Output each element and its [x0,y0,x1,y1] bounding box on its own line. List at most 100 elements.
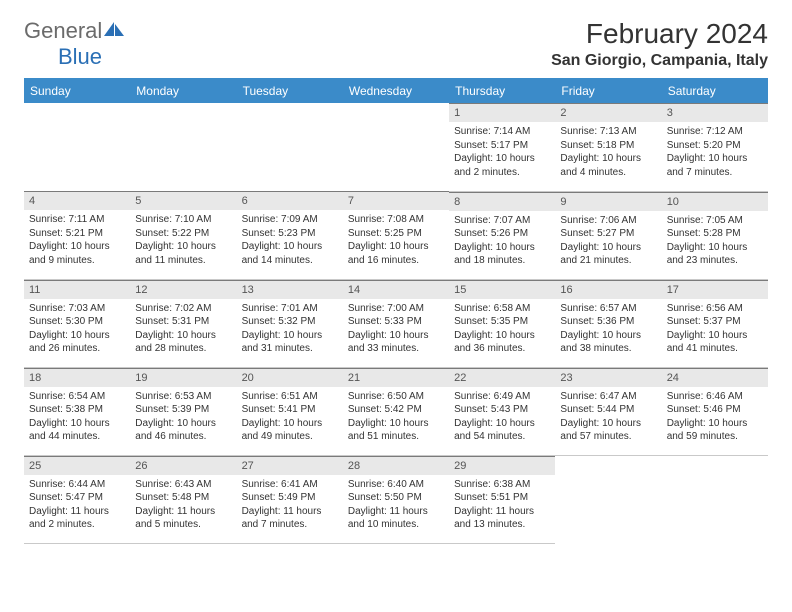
calendar-table: SundayMondayTuesdayWednesdayThursdayFrid… [24,78,768,544]
day-number: 29 [449,456,555,475]
day-number: 19 [130,368,236,387]
sunset-text: Sunset: 5:28 PM [667,227,763,241]
sunset-text: Sunset: 5:23 PM [242,227,338,241]
day-number: 24 [662,368,768,387]
day-details: Sunrise: 6:50 AMSunset: 5:42 PMDaylight:… [343,387,449,449]
calendar-cell: 29Sunrise: 6:38 AMSunset: 5:51 PMDayligh… [449,455,555,543]
sunset-text: Sunset: 5:39 PM [135,403,231,417]
daylight-text: Daylight: 10 hours and 4 minutes. [560,152,656,179]
daylight-text: Daylight: 10 hours and 49 minutes. [242,417,338,444]
day-details: Sunrise: 7:12 AMSunset: 5:20 PMDaylight:… [662,122,768,184]
sunrise-text: Sunrise: 6:49 AM [454,390,550,404]
day-details: Sunrise: 7:09 AMSunset: 5:23 PMDaylight:… [237,210,343,272]
weekday-header: Thursday [449,79,555,104]
calendar-cell: 25Sunrise: 6:44 AMSunset: 5:47 PMDayligh… [24,455,130,543]
day-number: 11 [24,280,130,299]
day-number: 3 [662,103,768,122]
calendar-body: 1Sunrise: 7:14 AMSunset: 5:17 PMDaylight… [24,103,768,543]
day-details: Sunrise: 7:05 AMSunset: 5:28 PMDaylight:… [662,211,768,273]
weekday-header: Saturday [662,79,768,104]
day-details: Sunrise: 7:06 AMSunset: 5:27 PMDaylight:… [555,211,661,273]
daylight-text: Daylight: 10 hours and 9 minutes. [29,240,125,267]
day-number: 5 [130,191,236,210]
location: San Giorgio, Campania, Italy [551,52,768,70]
weekday-header-row: SundayMondayTuesdayWednesdayThursdayFrid… [24,79,768,104]
weekday-header: Wednesday [343,79,449,104]
day-details: Sunrise: 7:13 AMSunset: 5:18 PMDaylight:… [555,122,661,184]
daylight-text: Daylight: 10 hours and 59 minutes. [667,417,763,444]
sunset-text: Sunset: 5:25 PM [348,227,444,241]
calendar-cell: 17Sunrise: 6:56 AMSunset: 5:37 PMDayligh… [662,279,768,367]
calendar-cell [130,103,236,191]
day-details: Sunrise: 7:03 AMSunset: 5:30 PMDaylight:… [24,299,130,361]
day-details: Sunrise: 6:44 AMSunset: 5:47 PMDaylight:… [24,475,130,537]
sunrise-text: Sunrise: 6:40 AM [348,478,444,492]
daylight-text: Daylight: 10 hours and 28 minutes. [135,329,231,356]
sunset-text: Sunset: 5:42 PM [348,403,444,417]
day-details: Sunrise: 7:11 AMSunset: 5:21 PMDaylight:… [24,210,130,272]
sunrise-text: Sunrise: 6:54 AM [29,390,125,404]
sunset-text: Sunset: 5:18 PM [560,139,656,153]
day-number: 17 [662,280,768,299]
sunrise-text: Sunrise: 6:56 AM [667,302,763,316]
day-number: 25 [24,456,130,475]
calendar-cell [237,103,343,191]
calendar-week-row: 1Sunrise: 7:14 AMSunset: 5:17 PMDaylight… [24,103,768,191]
day-details: Sunrise: 6:54 AMSunset: 5:38 PMDaylight:… [24,387,130,449]
sunrise-text: Sunrise: 6:57 AM [560,302,656,316]
calendar-page: General Blue February 2024 San Giorgio, … [0,0,792,562]
sunrise-text: Sunrise: 7:09 AM [242,213,338,227]
day-number: 15 [449,280,555,299]
day-details: Sunrise: 6:38 AMSunset: 5:51 PMDaylight:… [449,475,555,537]
day-number: 2 [555,103,661,122]
day-number: 20 [237,368,343,387]
day-details: Sunrise: 6:47 AMSunset: 5:44 PMDaylight:… [555,387,661,449]
calendar-cell: 5Sunrise: 7:10 AMSunset: 5:22 PMDaylight… [130,191,236,279]
sunset-text: Sunset: 5:47 PM [29,491,125,505]
sunset-text: Sunset: 5:46 PM [667,403,763,417]
daylight-text: Daylight: 10 hours and 23 minutes. [667,241,763,268]
logo: General Blue [24,18,126,70]
sunrise-text: Sunrise: 7:01 AM [242,302,338,316]
day-details: Sunrise: 7:00 AMSunset: 5:33 PMDaylight:… [343,299,449,361]
daylight-text: Daylight: 10 hours and 57 minutes. [560,417,656,444]
sunrise-text: Sunrise: 7:14 AM [454,125,550,139]
sunrise-text: Sunrise: 7:00 AM [348,302,444,316]
calendar-cell: 3Sunrise: 7:12 AMSunset: 5:20 PMDaylight… [662,103,768,191]
calendar-cell [343,103,449,191]
calendar-week-row: 11Sunrise: 7:03 AMSunset: 5:30 PMDayligh… [24,279,768,367]
day-details: Sunrise: 7:14 AMSunset: 5:17 PMDaylight:… [449,122,555,184]
day-details: Sunrise: 7:10 AMSunset: 5:22 PMDaylight:… [130,210,236,272]
daylight-text: Daylight: 11 hours and 10 minutes. [348,505,444,532]
sunrise-text: Sunrise: 7:10 AM [135,213,231,227]
calendar-cell: 26Sunrise: 6:43 AMSunset: 5:48 PMDayligh… [130,455,236,543]
calendar-cell: 24 Sunrise: 6:46 AMSunset: 5:46 PMDayligh… [662,367,768,455]
sunset-text: Sunset: 5:17 PM [454,139,550,153]
day-number: 13 [237,280,343,299]
logo-text-general: General [24,18,102,43]
day-details: Sunrise: 6:56 AMSunset: 5:37 PMDaylight:… [662,299,768,361]
day-details: Sunrise: 6:40 AMSunset: 5:50 PMDaylight:… [343,475,449,537]
daylight-text: Daylight: 11 hours and 5 minutes. [135,505,231,532]
month-title: February 2024 [551,18,768,50]
header: General Blue February 2024 San Giorgio, … [24,18,768,70]
sunset-text: Sunset: 5:51 PM [454,491,550,505]
sunrise-text: Sunrise: 7:03 AM [29,302,125,316]
calendar-cell: 27Sunrise: 6:41 AMSunset: 5:49 PMDayligh… [237,455,343,543]
sunrise-text: Sunrise: 6:46 AM [667,390,763,404]
sunset-text: Sunset: 5:30 PM [29,315,125,329]
day-number: 26 [130,456,236,475]
day-number: 1 [449,103,555,122]
calendar-cell: 2Sunrise: 7:13 AMSunset: 5:18 PMDaylight… [555,103,661,191]
calendar-cell: 21Sunrise: 6:50 AMSunset: 5:42 PMDayligh… [343,367,449,455]
calendar-cell: 4Sunrise: 7:11 AMSunset: 5:21 PMDaylight… [24,191,130,279]
day-number: 27 [237,456,343,475]
sunset-text: Sunset: 5:37 PM [667,315,763,329]
daylight-text: Daylight: 10 hours and 31 minutes. [242,329,338,356]
calendar-cell: 19Sunrise: 6:53 AMSunset: 5:39 PMDayligh… [130,367,236,455]
weekday-header: Tuesday [237,79,343,104]
daylight-text: Daylight: 10 hours and 33 minutes. [348,329,444,356]
daylight-text: Daylight: 10 hours and 38 minutes. [560,329,656,356]
day-details: Sunrise: 7:08 AMSunset: 5:25 PMDaylight:… [343,210,449,272]
daylight-text: Daylight: 10 hours and 51 minutes. [348,417,444,444]
